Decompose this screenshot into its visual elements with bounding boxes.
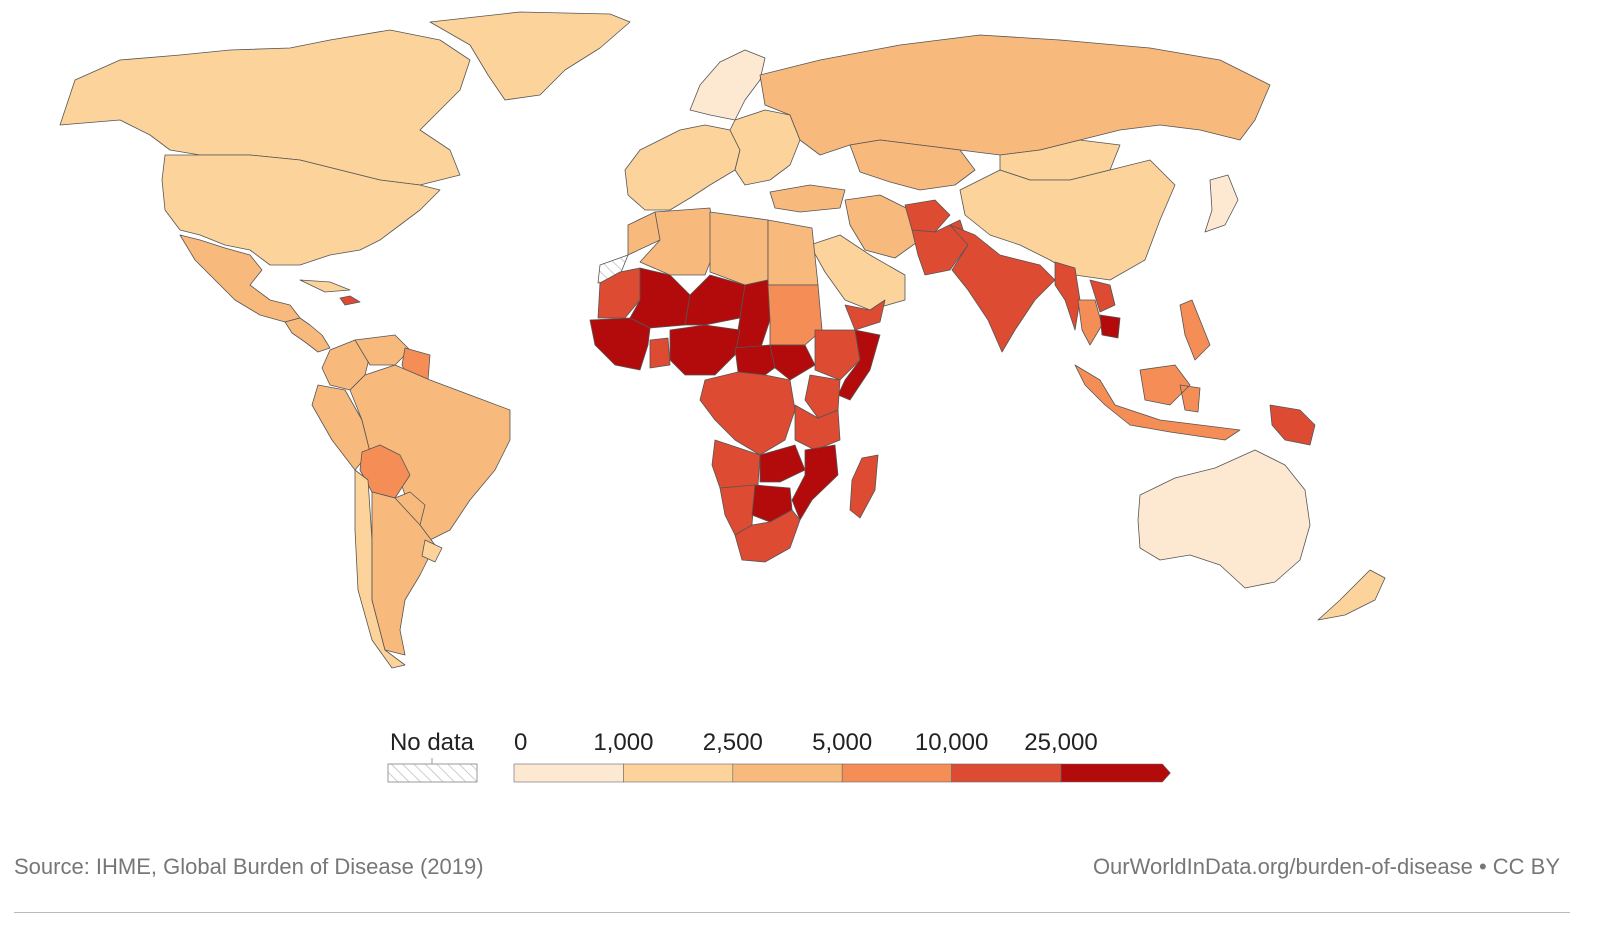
legend-tick-label: 5,000 bbox=[812, 729, 872, 756]
country-myanmar[interactable] bbox=[1054, 261, 1081, 331]
country-brazil[interactable] bbox=[349, 364, 511, 541]
legend-bin[interactable] bbox=[732, 763, 843, 783]
world-map: No data 0 1,000 2,500 5,000 10,000 25,000 bbox=[59, 11, 1386, 783]
country-argentina[interactable] bbox=[371, 491, 436, 656]
country-libya[interactable] bbox=[709, 211, 769, 286]
legend-bins bbox=[513, 763, 1171, 783]
legend-bin[interactable] bbox=[513, 763, 624, 783]
country-uruguay[interactable] bbox=[421, 539, 443, 563]
country-philippines[interactable] bbox=[1179, 299, 1211, 361]
legend-ticks: 0 1,000 2,500 5,000 10,000 25,000 bbox=[514, 729, 1098, 756]
country-iran[interactable] bbox=[844, 194, 921, 259]
country-nigeria[interactable] bbox=[669, 324, 741, 376]
country-kazakhstan[interactable] bbox=[849, 139, 976, 191]
legend-bin[interactable] bbox=[623, 763, 734, 783]
legend-no-data-label: No data bbox=[390, 729, 475, 756]
country-mexico[interactable] bbox=[179, 234, 301, 323]
country-south-africa[interactable] bbox=[734, 509, 801, 563]
legend-bin-open[interactable] bbox=[1060, 763, 1171, 783]
region-western-europe[interactable] bbox=[624, 124, 741, 211]
legend-tick-label: 1,000 bbox=[593, 729, 653, 756]
legend-tick-label: 25,000 bbox=[1024, 729, 1097, 756]
country-madagascar[interactable] bbox=[849, 454, 879, 519]
country-saudi-arabia[interactable] bbox=[809, 234, 906, 311]
legend-bin[interactable] bbox=[951, 763, 1062, 783]
country-mozambique[interactable] bbox=[791, 444, 839, 521]
country-south-sudan[interactable] bbox=[769, 344, 816, 381]
country-cuba[interactable] bbox=[299, 279, 351, 293]
country-japan[interactable] bbox=[1204, 174, 1239, 233]
country-new-zealand[interactable] bbox=[1317, 569, 1386, 621]
country-dr-congo[interactable] bbox=[699, 371, 796, 456]
country-australia[interactable] bbox=[1137, 449, 1311, 589]
country-egypt[interactable] bbox=[767, 219, 819, 286]
region-west-africa[interactable] bbox=[589, 317, 651, 371]
country-india[interactable] bbox=[949, 224, 1056, 353]
country-niger[interactable] bbox=[684, 274, 746, 326]
country-laos[interactable] bbox=[1089, 279, 1116, 313]
map-legend: No data 0 1,000 2,500 5,000 10,000 25,000 bbox=[387, 729, 1171, 783]
source-note: Source: IHME, Global Burden of Disease (… bbox=[14, 854, 484, 879]
legend-tick-label: 2,500 bbox=[703, 729, 763, 756]
country-tanzania[interactable] bbox=[794, 404, 841, 451]
legend-tick-label: 10,000 bbox=[915, 729, 988, 756]
country-zambia[interactable] bbox=[759, 444, 806, 483]
country-somalia[interactable] bbox=[837, 329, 881, 401]
country-papua-new-guinea[interactable] bbox=[1269, 404, 1316, 446]
country-greenland[interactable] bbox=[429, 11, 631, 101]
country-china[interactable] bbox=[959, 159, 1176, 281]
country-sudan[interactable] bbox=[767, 284, 823, 346]
country-bolivia[interactable] bbox=[359, 444, 411, 499]
legend-tick-label: 0 bbox=[514, 729, 527, 756]
country-venezuela[interactable] bbox=[354, 334, 411, 366]
country-ghana[interactable] bbox=[649, 337, 671, 369]
country-united-states[interactable] bbox=[161, 154, 441, 266]
legend-no-data-swatch[interactable] bbox=[387, 763, 478, 783]
country-ethiopia[interactable] bbox=[814, 329, 861, 381]
footer-divider bbox=[14, 912, 1570, 913]
legend-bin[interactable] bbox=[841, 763, 952, 783]
country-cambodia[interactable] bbox=[1099, 314, 1121, 339]
country-mali[interactable] bbox=[629, 267, 691, 329]
country-afghanistan[interactable] bbox=[904, 199, 951, 233]
credit-link[interactable]: OurWorldInData.org/burden-of-disease • C… bbox=[1092, 854, 1560, 879]
country-haiti[interactable] bbox=[339, 295, 361, 306]
region-central-america[interactable] bbox=[284, 317, 331, 353]
country-indonesia[interactable] bbox=[1074, 364, 1241, 441]
region-eastern-europe[interactable] bbox=[729, 109, 801, 186]
country-yemen[interactable] bbox=[844, 299, 886, 331]
country-shapes bbox=[59, 11, 1386, 669]
country-russia[interactable] bbox=[759, 34, 1271, 156]
country-turkey[interactable] bbox=[769, 184, 846, 213]
country-pakistan[interactable] bbox=[911, 219, 969, 276]
country-thailand[interactable] bbox=[1077, 299, 1103, 346]
country-chile[interactable] bbox=[354, 469, 406, 669]
region-scandinavia[interactable] bbox=[689, 49, 766, 121]
